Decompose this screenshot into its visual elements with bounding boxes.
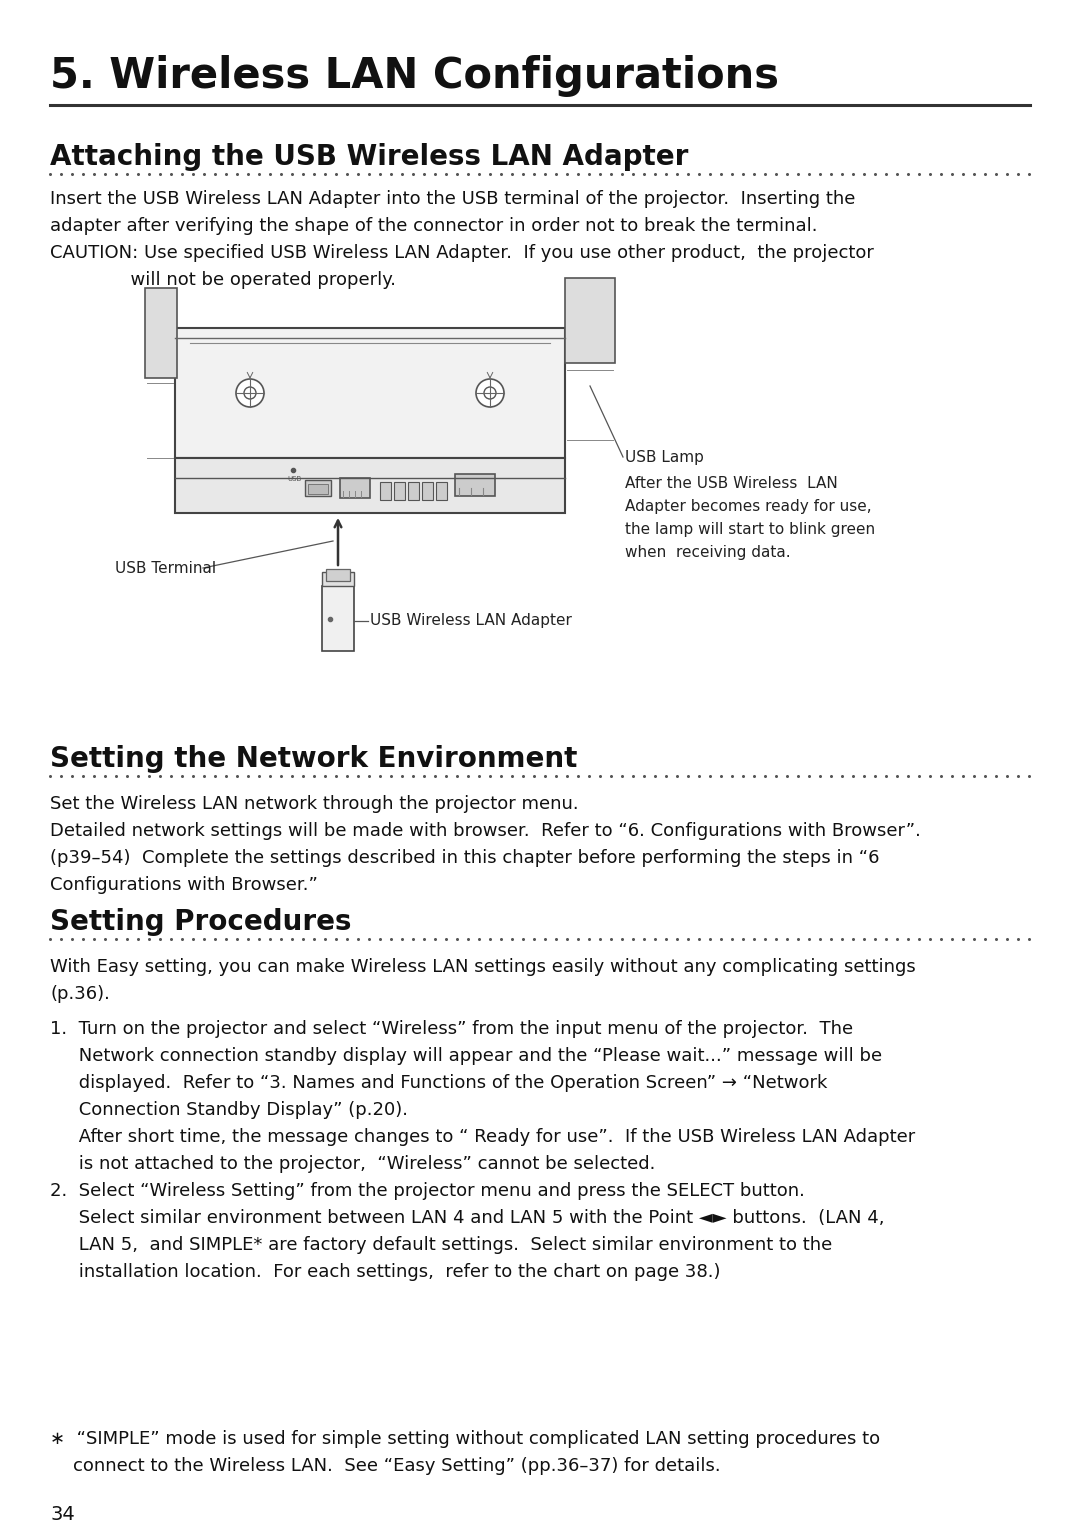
Text: Detailed network settings will be made with browser.  Refer to “6. Configuration: Detailed network settings will be made w…: [50, 822, 921, 840]
Text: After the USB Wireless  LAN: After the USB Wireless LAN: [625, 477, 838, 491]
Text: USB Terminal: USB Terminal: [114, 561, 216, 576]
FancyBboxPatch shape: [175, 328, 565, 458]
Bar: [305, 480, 330, 497]
Text: when  receiving data.: when receiving data.: [625, 546, 791, 560]
Bar: [565, 277, 615, 363]
Bar: [422, 481, 433, 500]
Text: LAN 5,  and SIMPLE* are factory default settings.  Select similar environment to: LAN 5, and SIMPLE* are factory default s…: [50, 1236, 833, 1254]
Text: 1.  Turn on the projector and select “Wireless” from the input menu of the proje: 1. Turn on the projector and select “Wir…: [50, 1019, 853, 1038]
Bar: [455, 474, 495, 497]
Text: (p39–54)  Complete the settings described in this chapter before performing the : (p39–54) Complete the settings described…: [50, 849, 879, 868]
Text: ∗  “SIMPLE” mode is used for simple setting without complicated LAN setting proc: ∗ “SIMPLE” mode is used for simple setti…: [50, 1430, 880, 1449]
Text: Adapter becomes ready for use,: Adapter becomes ready for use,: [625, 500, 872, 514]
Text: connect to the Wireless LAN.  See “Easy Setting” (pp.36–37) for details.: connect to the Wireless LAN. See “Easy S…: [50, 1456, 720, 1475]
Text: 2.  Select “Wireless Setting” from the projector menu and press the SELECT butto: 2. Select “Wireless Setting” from the pr…: [50, 1182, 805, 1200]
Text: USB Lamp: USB Lamp: [625, 451, 704, 464]
Text: Configurations with Browser.”: Configurations with Browser.”: [50, 875, 318, 894]
Text: the lamp will start to blink green: the lamp will start to blink green: [625, 523, 875, 537]
Bar: [394, 481, 405, 500]
Text: After short time, the message changes to “ Ready for use”.  If the USB Wireless : After short time, the message changes to…: [50, 1128, 915, 1147]
Text: 34: 34: [50, 1505, 75, 1524]
Text: adapter after verifying the shape of the connector in order not to break the ter: adapter after verifying the shape of the…: [50, 218, 818, 235]
Text: Attaching the USB Wireless LAN Adapter: Attaching the USB Wireless LAN Adapter: [50, 143, 688, 172]
Bar: [175, 458, 565, 514]
Text: is not attached to the projector,  “Wireless” cannot be selected.: is not attached to the projector, “Wirel…: [50, 1154, 656, 1173]
Circle shape: [244, 386, 256, 399]
Bar: [322, 572, 354, 586]
Bar: [326, 569, 350, 581]
Bar: [308, 484, 328, 494]
Text: (p.36).: (p.36).: [50, 986, 110, 1003]
Text: USB: USB: [288, 477, 302, 481]
Bar: [340, 478, 370, 498]
Circle shape: [237, 379, 264, 406]
Text: Network connection standby display will appear and the “Please wait...” message : Network connection standby display will …: [50, 1047, 882, 1065]
Bar: [436, 481, 447, 500]
Bar: [145, 288, 177, 379]
Text: 5. Wireless LAN Configurations: 5. Wireless LAN Configurations: [50, 55, 779, 97]
Text: Set the Wireless LAN network through the projector menu.: Set the Wireless LAN network through the…: [50, 796, 579, 812]
Bar: [408, 481, 419, 500]
Bar: [322, 586, 354, 652]
Text: Connection Standby Display” (p.20).: Connection Standby Display” (p.20).: [50, 1101, 408, 1119]
Text: Insert the USB Wireless LAN Adapter into the USB terminal of the projector.  Ins: Insert the USB Wireless LAN Adapter into…: [50, 190, 855, 208]
Text: will not be operated properly.: will not be operated properly.: [50, 271, 396, 290]
Text: With Easy setting, you can make Wireless LAN settings easily without any complic: With Easy setting, you can make Wireless…: [50, 958, 916, 977]
Text: USB Wireless LAN Adapter: USB Wireless LAN Adapter: [370, 613, 572, 629]
Text: CAUTION: Use specified USB Wireless LAN Adapter.  If you use other product,  the: CAUTION: Use specified USB Wireless LAN …: [50, 244, 874, 262]
Circle shape: [484, 386, 496, 399]
Text: installation location.  For each settings,  refer to the chart on page 38.): installation location. For each settings…: [50, 1263, 720, 1282]
Text: Select similar environment between LAN 4 and LAN 5 with the Point ◄► buttons.  (: Select similar environment between LAN 4…: [50, 1210, 885, 1226]
Circle shape: [476, 379, 504, 406]
Text: Setting the Network Environment: Setting the Network Environment: [50, 745, 578, 773]
Text: displayed.  Refer to “3. Names and Functions of the Operation Screen” → “Network: displayed. Refer to “3. Names and Functi…: [50, 1075, 827, 1091]
Bar: [380, 481, 391, 500]
Text: Setting Procedures: Setting Procedures: [50, 908, 351, 937]
